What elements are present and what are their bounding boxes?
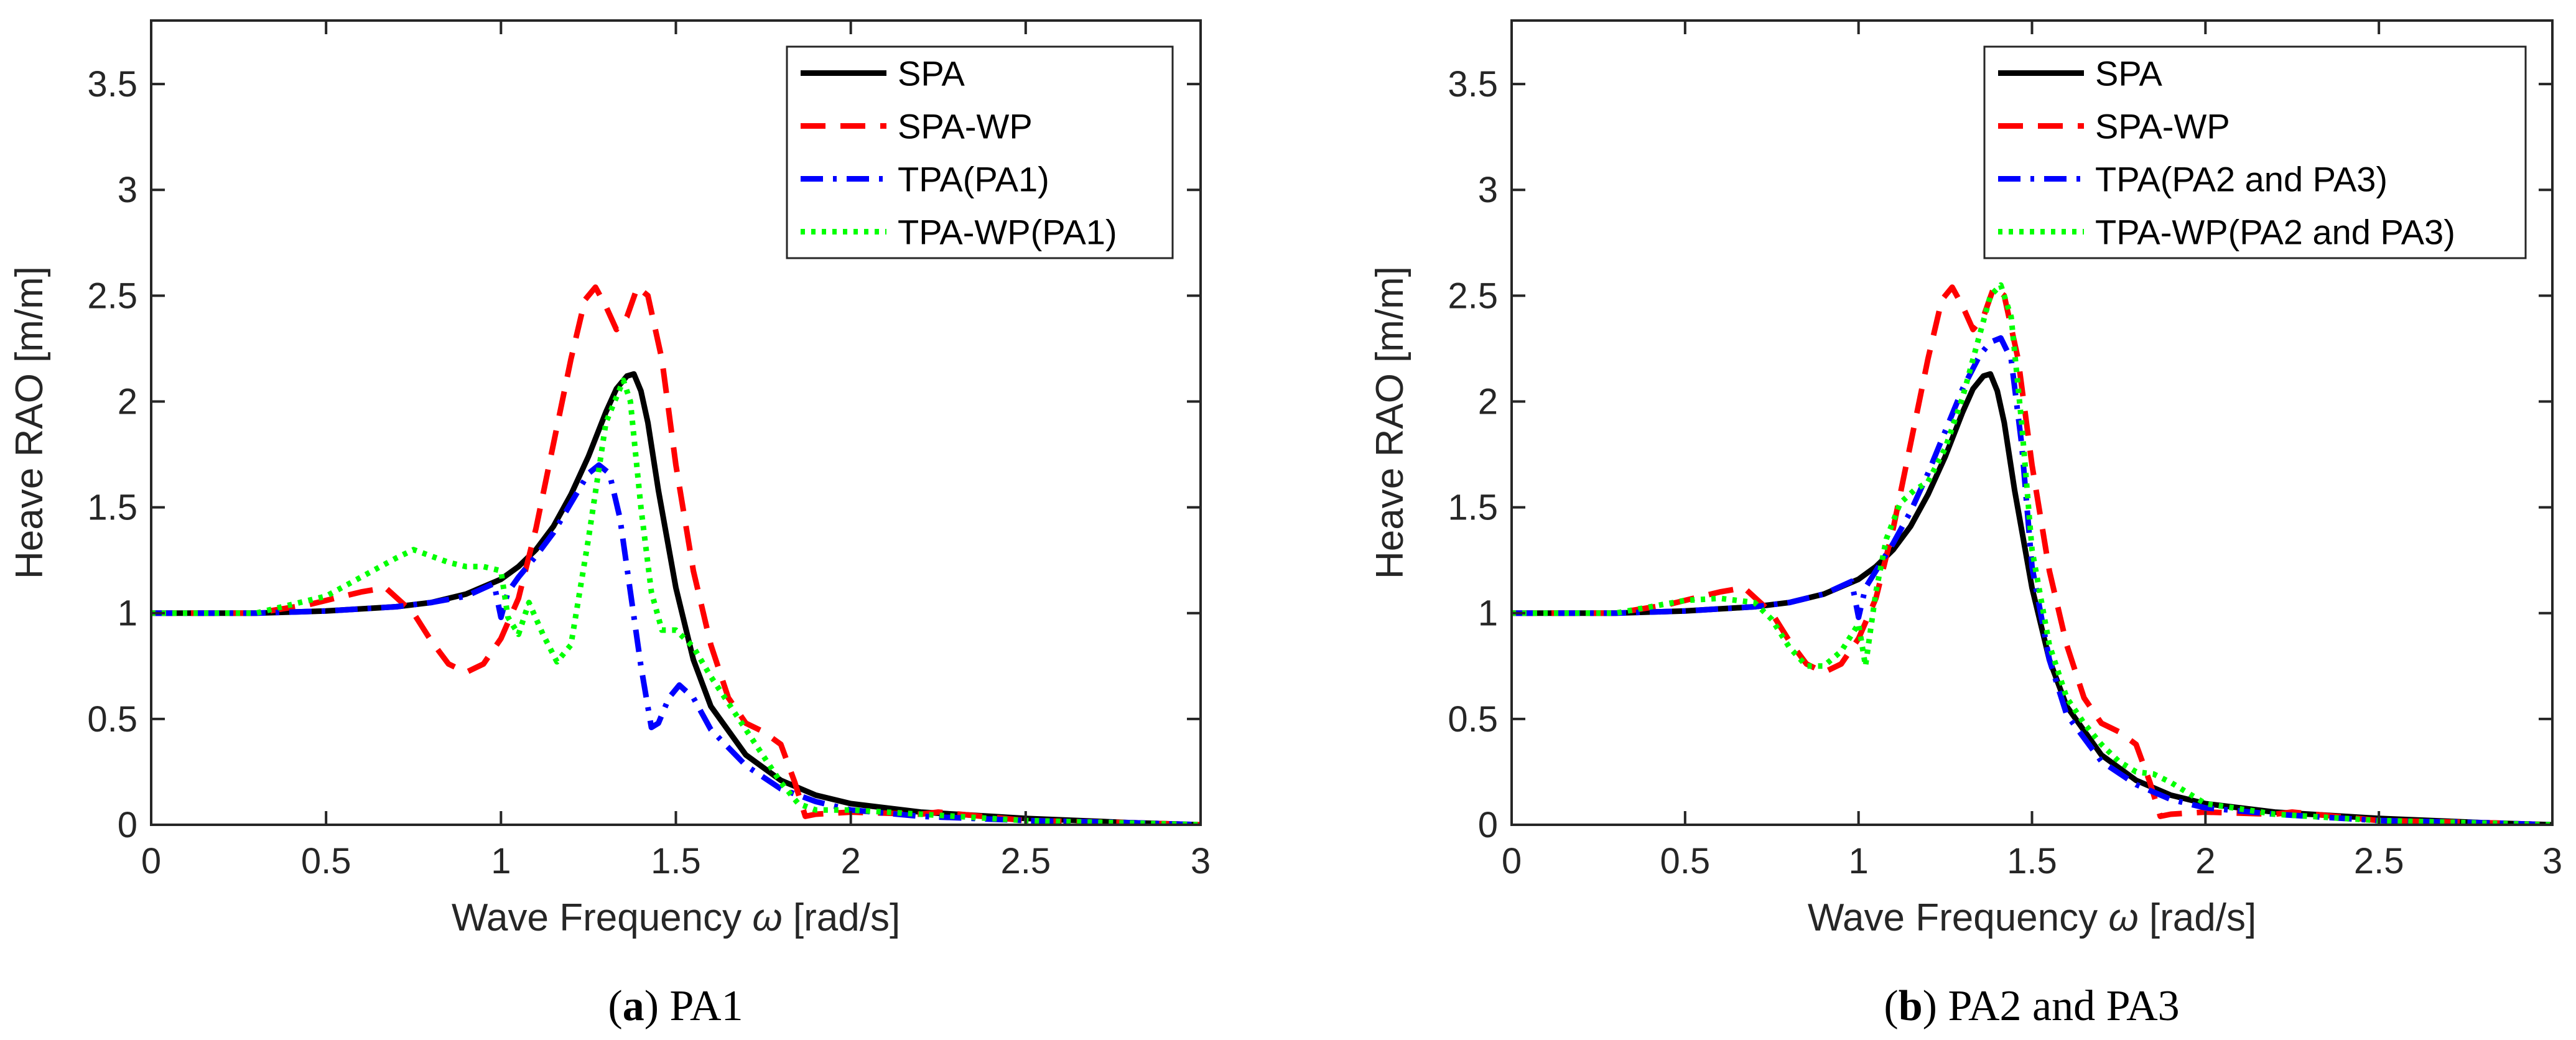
caption-text: PA2 and PA3 [1948,982,2179,1030]
series-line-spa-wp [151,284,1201,825]
x-axis-label-symbol: ω [2108,896,2138,939]
figure-caption: (b) PA2 and PA3 [1884,982,2179,1030]
x-tick-label: 3 [1191,841,1211,881]
chart-panel-b: 0 0.5 1 1.5 2 2.5 3 0 0.5 1 1.5 2 2.5 3 3.5 Wave Freque… [1369,19,2562,1030]
series-group [1512,282,2552,825]
y-tick-label: 0.5 [1448,699,1498,740]
chart-panel-a: 0 0.5 1 1.5 2 2.5 3 0 0.5 1 1.5 2 2.5 3 3.5 Wave Freque… [8,19,1211,1030]
legend-box [1983,45,2527,259]
series-line-tpa-pa1- [151,462,1201,825]
x-tick-label: 1 [491,841,511,881]
y-tick-label: 3.5 [1448,64,1498,104]
legend-label: TPA(PA1) [898,160,1049,199]
legend: SPA SPA-WP TPA(PA2 and PA3) TPA-WP(PA2 and … [1983,45,2527,259]
legend: SPA SPA-WP TPA(PA1) TPA-WP(PA1) [786,45,1174,259]
caption-letter: a [623,982,644,1030]
x-tick-label: 3 [2542,841,2562,881]
x-tick-label: 0 [141,841,161,881]
caption-text: PA1 [670,982,743,1030]
x-axis-label-prefix: Wave Frequency [452,896,753,939]
legend-label: SPA [898,54,965,93]
y-tick-label: 0.5 [87,699,137,740]
x-axis-label-suffix: [rad/s] [783,896,901,939]
legend-label: SPA-WP [2095,107,2230,146]
y-tick-label: 3.5 [87,64,137,104]
x-axis-label-suffix: [rad/s] [2139,896,2257,939]
legend-label: SPA-WP [898,107,1033,146]
x-tick-label: 0.5 [301,841,351,881]
x-axis-label-symbol: ω [752,896,782,939]
x-tick-label: 2 [2195,841,2215,881]
legend-box [786,45,1174,259]
y-tick-label: 1.5 [1448,488,1498,528]
x-tick-label: 0 [1502,841,1522,881]
y-axis-label: Heave RAO [m/m] [8,266,51,579]
legend-label: TPA-WP(PA2 and PA3) [2095,213,2455,252]
figure-caption: (a) PA1 [608,982,743,1030]
legend-label: SPA [2095,54,2163,93]
y-tick-label: 1.5 [87,488,137,528]
x-tick-label: 0.5 [1660,841,1711,881]
x-tick-label: 2 [841,841,861,881]
legend-label: TPA-WP(PA1) [898,213,1117,252]
x-tick-label: 1 [1849,841,1869,881]
series-line-spa-wp [1512,284,2552,825]
legend-label: TPA(PA2 and PA3) [2095,160,2388,199]
series-line-tpa-wp-pa1- [151,377,1201,825]
y-tick-label: 1 [1478,593,1498,634]
y-tick-label: 2.5 [87,276,137,316]
series-group [151,284,1201,825]
x-axis-label-prefix: Wave Frequency [1808,896,2109,939]
x-tick-label: 2.5 [1001,841,1051,881]
x-tick-label: 1.5 [2007,841,2057,881]
x-axis-label: Wave Frequency ω [rad/s] [452,896,900,939]
y-tick-label: 1 [118,593,137,634]
y-tick-label: 3 [118,170,137,210]
y-tick-label: 0 [118,805,137,845]
series-line-spa [1512,371,2552,825]
y-tick-label: 2 [118,381,137,422]
y-tick-label: 2 [1478,381,1498,422]
y-tick-label: 0 [1478,805,1498,845]
y-tick-label: 2.5 [1448,276,1498,316]
y-tick-label: 3 [1478,170,1498,210]
series-line-tpa-wp-pa2-and-pa3- [1512,282,2552,825]
x-tick-label: 2.5 [2354,841,2404,881]
x-axis-label: Wave Frequency ω [rad/s] [1808,896,2256,939]
x-tick-label: 1.5 [651,841,701,881]
caption-letter: b [1899,982,1923,1030]
y-axis-label: Heave RAO [m/m] [1369,266,1411,579]
